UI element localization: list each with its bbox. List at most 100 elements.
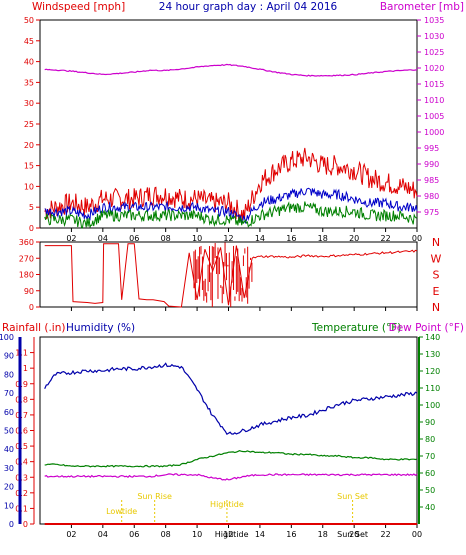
barometer-line xyxy=(44,63,418,77)
annotation-label: Hightide xyxy=(210,500,244,509)
wind-y-tick-label: 30 xyxy=(24,99,34,108)
wind-y-tick-label: 50 xyxy=(24,16,34,25)
direction-y-tick-label: 270 xyxy=(19,254,34,263)
climate-x-tick-label: 16 xyxy=(286,530,296,539)
baro-y-tick-label: 985 xyxy=(424,176,439,185)
temperature-y-tick-label: 40 xyxy=(425,503,435,512)
dewpoint-axis-label: Dew Point (°F) xyxy=(389,322,464,334)
humidity-axis-label: Humidity (%) xyxy=(66,322,135,334)
baro-y-tick-label: 995 xyxy=(424,144,439,153)
humidity-y-tick-label: 60 xyxy=(4,408,14,417)
rain-y-tick-label: 0.6 xyxy=(15,427,28,436)
climate-x-tick-label: 00 xyxy=(412,530,422,539)
baro-y-tick-label: 1030 xyxy=(424,32,444,41)
rain-y-tick-label: 0.9 xyxy=(15,380,28,389)
humidity-y-tick-label: 50 xyxy=(4,427,14,436)
humidity-y-tick-label: 100 xyxy=(0,333,14,342)
humidity-y-tick-label: 10 xyxy=(4,501,14,510)
wind-series-gust xyxy=(44,147,418,222)
temperature-y-tick-label: 60 xyxy=(425,469,435,478)
wind-x-tick-label: 04 xyxy=(98,234,108,243)
baro-y-tick-label: 1010 xyxy=(424,96,444,105)
baro-y-tick-label: 1020 xyxy=(424,64,444,73)
temperature-y-tick-label: 120 xyxy=(425,367,440,376)
direction-y-tick-label: 90 xyxy=(24,287,34,296)
rainfall-axis-label: Rainfall (.in) xyxy=(2,322,65,334)
climate-x-tick-label: 14 xyxy=(255,530,265,539)
climate-x-tick-label: 22 xyxy=(380,530,390,539)
rain-y-tick-label: 0.7 xyxy=(15,411,28,420)
wind-direction-line xyxy=(44,243,418,308)
baro-y-tick-label: 1015 xyxy=(424,80,444,89)
rain-y-tick-label: 0.5 xyxy=(15,442,28,451)
direction-compass-label: W xyxy=(431,252,442,265)
wind-x-tick-label: 14 xyxy=(255,234,265,243)
humidity-y-tick-label: 40 xyxy=(4,445,14,454)
climate-x-tick-label: 18 xyxy=(318,530,328,539)
baro-y-tick-label: 990 xyxy=(424,160,439,169)
climate-x-tick-label: 08 xyxy=(161,530,171,539)
chart-title: 24 hour graph day : April 04 2016 xyxy=(159,1,338,13)
barometer-axis-label: Barometer [mb] xyxy=(380,1,464,13)
rain-y-tick-label: 1 xyxy=(23,364,28,373)
humidity-y-tick-label: 20 xyxy=(4,483,14,492)
annotation-label: Sun Set xyxy=(337,492,368,501)
wind-x-tick-label: 06 xyxy=(129,234,139,243)
wind-x-tick-label: 08 xyxy=(161,234,171,243)
wind-y-tick-label: 20 xyxy=(24,141,34,150)
direction-compass-label: N xyxy=(432,301,440,314)
direction-y-tick-label: 180 xyxy=(19,271,34,280)
climate-x-tick-label: 12 xyxy=(223,530,233,539)
wind-x-tick-label: 00 xyxy=(412,234,422,243)
wind-y-tick-label: 15 xyxy=(24,162,34,171)
wind-x-tick-label: 02 xyxy=(66,234,76,243)
wind-y-tick-label: 35 xyxy=(24,78,34,87)
humidity-y-tick-label: 90 xyxy=(4,352,14,361)
climate-x-tick-label: 04 xyxy=(98,530,108,539)
wind-y-tick-label: 10 xyxy=(24,182,34,191)
temperature-y-tick-label: 140 xyxy=(425,333,440,342)
temperature-y-tick-label: 70 xyxy=(425,452,435,461)
climate-x-tick-label: 20 xyxy=(349,530,359,539)
humidity-y-tick-label: 30 xyxy=(4,464,14,473)
series-humidity xyxy=(44,362,418,436)
wind-y-tick-label: 0 xyxy=(29,224,34,233)
temperature-y-tick-label: 110 xyxy=(425,384,440,393)
rain-y-tick-label: 0.8 xyxy=(15,395,28,404)
chart-series xyxy=(44,63,418,525)
baro-y-tick-label: 980 xyxy=(424,192,439,201)
rain-y-tick-label: 1.1 xyxy=(15,349,28,358)
humidity-y-tick-label: 80 xyxy=(4,370,14,379)
direction-compass-label: E xyxy=(433,285,440,298)
wind-x-tick-label: 18 xyxy=(318,234,328,243)
direction-y-tick-label: 0 xyxy=(29,303,34,312)
baro-y-tick-label: 1035 xyxy=(424,16,444,25)
rain-y-tick-label: 0.1 xyxy=(15,504,28,513)
humidity-y-tick-label: 70 xyxy=(4,389,14,398)
wind-x-tick-label: 12 xyxy=(223,234,233,243)
direction-compass-label: N xyxy=(432,236,440,249)
baro-y-tick-label: 975 xyxy=(424,208,439,217)
temperature-axis-label: Temperature (°F) xyxy=(311,322,401,334)
baro-y-tick-label: 1000 xyxy=(424,128,444,137)
wind-x-tick-label: 16 xyxy=(286,234,296,243)
rain-y-tick-label: 0 xyxy=(23,520,28,529)
temperature-y-tick-label: 130 xyxy=(425,350,440,359)
wind-x-tick-label: 10 xyxy=(192,234,202,243)
axis-marker-label: Sun Set xyxy=(337,530,368,539)
wind-y-tick-label: 45 xyxy=(24,37,34,46)
climate-x-tick-label: 10 xyxy=(192,530,202,539)
wind-x-tick-label: 20 xyxy=(349,234,359,243)
direction-compass-label: S xyxy=(433,269,440,282)
temperature-y-tick-label: 50 xyxy=(425,486,435,495)
wind-series-average xyxy=(44,187,418,224)
temperature-y-tick-label: 100 xyxy=(425,401,440,410)
wind-y-tick-label: 5 xyxy=(29,203,34,212)
direction-y-tick-label: 360 xyxy=(19,238,34,247)
baro-y-tick-label: 1025 xyxy=(424,48,444,57)
wind-y-tick-label: 25 xyxy=(24,120,34,129)
